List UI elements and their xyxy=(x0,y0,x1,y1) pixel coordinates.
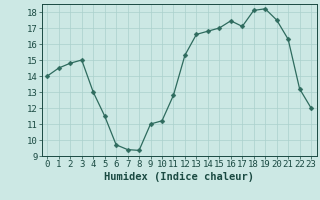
X-axis label: Humidex (Indice chaleur): Humidex (Indice chaleur) xyxy=(104,172,254,182)
